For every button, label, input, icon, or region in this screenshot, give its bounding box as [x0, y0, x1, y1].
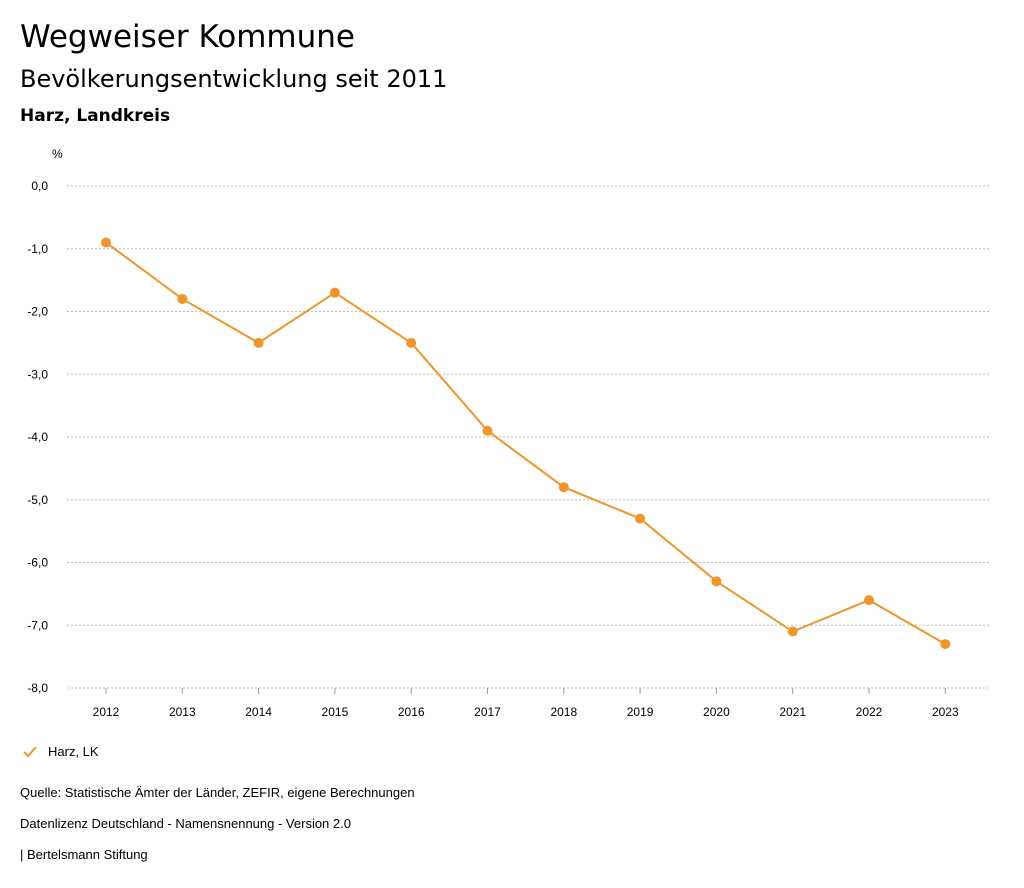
y-tick-label: -7,0 — [27, 618, 48, 632]
x-tick-label: 2012 — [93, 705, 120, 719]
chart-subtitle: Bevölkerungsentwicklung seit 2011 — [20, 65, 448, 93]
data-point[interactable] — [940, 639, 951, 650]
y-tick-label: -8,0 — [27, 681, 48, 695]
x-tick-label: 2015 — [322, 705, 349, 719]
data-point[interactable] — [864, 595, 874, 606]
data-point[interactable] — [558, 482, 569, 493]
region-label: Harz, Landkreis — [20, 106, 171, 126]
source-note: Quelle: Statistische Ämter der Länder, Z… — [20, 785, 415, 800]
y-tick-label: -1,0 — [27, 242, 48, 256]
x-tick-label: 2023 — [932, 705, 959, 719]
data-point[interactable] — [482, 425, 493, 436]
line-chart: % 0,0 -1,0 -2,0 -3,0 -4,0 -5,0 -6,0 -7,0 -8,0 201… — [27, 147, 990, 719]
data-point[interactable] — [101, 237, 111, 248]
data-point[interactable] — [787, 626, 798, 637]
data-point[interactable] — [711, 576, 722, 587]
y-tick-label: -4,0 — [27, 430, 48, 444]
x-tick-label: 2019 — [627, 705, 654, 719]
x-tick-label: 2021 — [779, 705, 806, 719]
series-line — [105, 241, 946, 645]
x-tick-label: 2017 — [474, 705, 501, 719]
x-tick-label: 2013 — [169, 705, 196, 719]
license-note: Datenlizenz Deutschland - Namensnennung … — [20, 816, 351, 831]
y-tick-label: -3,0 — [27, 367, 48, 381]
check-icon — [23, 745, 37, 757]
data-point[interactable] — [177, 293, 188, 304]
data-point[interactable] — [406, 337, 417, 348]
x-tick-label: 2018 — [550, 705, 577, 719]
legend-label: Harz, LK — [48, 744, 99, 759]
y-tick-label: 0,0 — [31, 179, 48, 193]
y-tick-label: -6,0 — [27, 556, 48, 570]
x-tick-label: 2014 — [245, 705, 272, 719]
y-axis-unit: % — [52, 147, 63, 161]
x-tick-label: 2022 — [856, 705, 883, 719]
data-point[interactable] — [253, 337, 264, 348]
data-point[interactable] — [329, 287, 340, 298]
chart-title: Wegweiser Kommune — [20, 19, 355, 55]
x-tick-label: 2016 — [398, 705, 425, 719]
x-tick-label: 2020 — [703, 705, 730, 719]
legend[interactable]: Harz, LK — [22, 744, 99, 759]
y-tick-label: -5,0 — [27, 493, 48, 507]
publisher-note: | Bertelsmann Stiftung — [20, 847, 148, 862]
data-point[interactable] — [635, 513, 646, 524]
y-tick-label: -2,0 — [27, 305, 48, 319]
